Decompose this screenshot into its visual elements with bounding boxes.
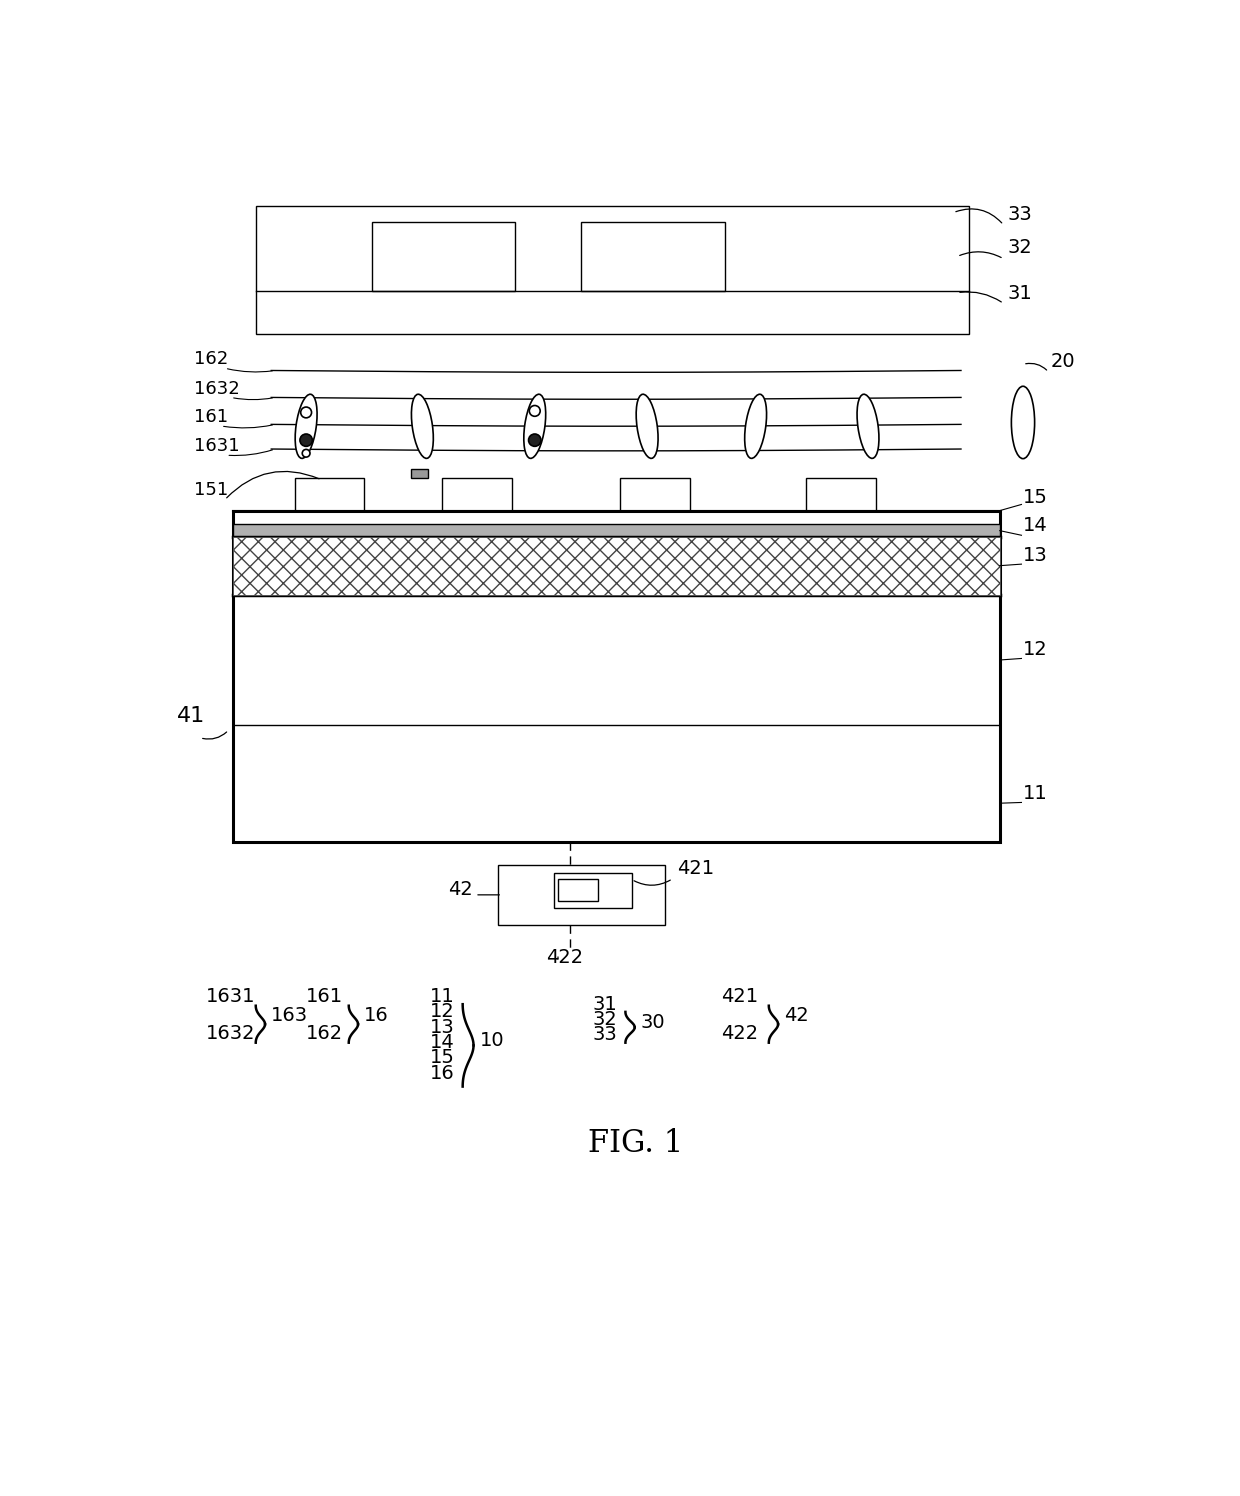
Text: 41: 41	[176, 706, 205, 727]
Bar	[410, 470, 428, 479]
Text: 31: 31	[1007, 284, 1032, 302]
Text: 1631: 1631	[193, 437, 239, 455]
Text: 161: 161	[306, 987, 343, 1005]
Text: 1631: 1631	[206, 987, 255, 1005]
Text: 161: 161	[193, 408, 228, 426]
Bar	[233, 510, 999, 842]
Ellipse shape	[745, 395, 766, 458]
Text: 33: 33	[1007, 205, 1032, 224]
Ellipse shape	[295, 395, 317, 458]
Text: 12: 12	[1023, 640, 1048, 660]
Text: FIG. 1: FIG. 1	[588, 1128, 683, 1159]
Text: 13: 13	[430, 1017, 455, 1037]
Text: 31: 31	[593, 995, 618, 1014]
Text: 422: 422	[720, 1023, 758, 1043]
Ellipse shape	[857, 395, 879, 458]
Ellipse shape	[636, 395, 658, 458]
Bar	[620, 479, 689, 510]
Text: 421: 421	[720, 987, 758, 1005]
Ellipse shape	[412, 395, 433, 458]
Circle shape	[300, 407, 311, 417]
Text: 1632: 1632	[193, 380, 239, 398]
Text: 151: 151	[193, 482, 228, 500]
Text: 16: 16	[430, 1064, 455, 1083]
Text: 12: 12	[430, 1002, 455, 1022]
Text: 14: 14	[430, 1034, 455, 1052]
Text: 42: 42	[785, 1007, 808, 1025]
Ellipse shape	[1012, 386, 1034, 459]
Text: 162: 162	[306, 1023, 343, 1043]
Bar	[806, 479, 875, 510]
Text: 33: 33	[593, 1025, 618, 1044]
Bar	[255, 206, 968, 334]
Bar	[441, 479, 511, 510]
Text: 162: 162	[193, 350, 228, 368]
Bar	[233, 537, 999, 594]
Text: 15: 15	[1023, 488, 1048, 507]
Text: 20: 20	[1050, 352, 1075, 371]
Text: 16: 16	[365, 1007, 389, 1025]
Text: 32: 32	[593, 1010, 618, 1029]
Text: 15: 15	[430, 1049, 455, 1068]
Text: 11: 11	[1023, 784, 1048, 803]
Bar	[582, 221, 724, 292]
Text: 13: 13	[1023, 546, 1048, 565]
Text: 11: 11	[430, 987, 455, 1005]
Bar	[498, 865, 665, 925]
Text: 10: 10	[480, 1031, 505, 1050]
Circle shape	[528, 434, 541, 446]
Text: 422: 422	[547, 948, 584, 968]
Text: 1632: 1632	[206, 1023, 255, 1043]
Text: 163: 163	[272, 1007, 309, 1025]
Circle shape	[303, 449, 310, 458]
Text: 30: 30	[641, 1013, 666, 1032]
Bar	[372, 221, 516, 292]
Bar	[295, 479, 365, 510]
Ellipse shape	[523, 395, 546, 458]
Circle shape	[529, 405, 541, 416]
Text: 14: 14	[1023, 516, 1048, 534]
Circle shape	[300, 434, 312, 446]
Text: 32: 32	[1007, 238, 1032, 257]
Bar	[233, 525, 999, 537]
Text: 42: 42	[448, 880, 472, 899]
Text: 421: 421	[677, 859, 714, 878]
Bar	[554, 874, 631, 908]
Bar	[558, 880, 598, 901]
